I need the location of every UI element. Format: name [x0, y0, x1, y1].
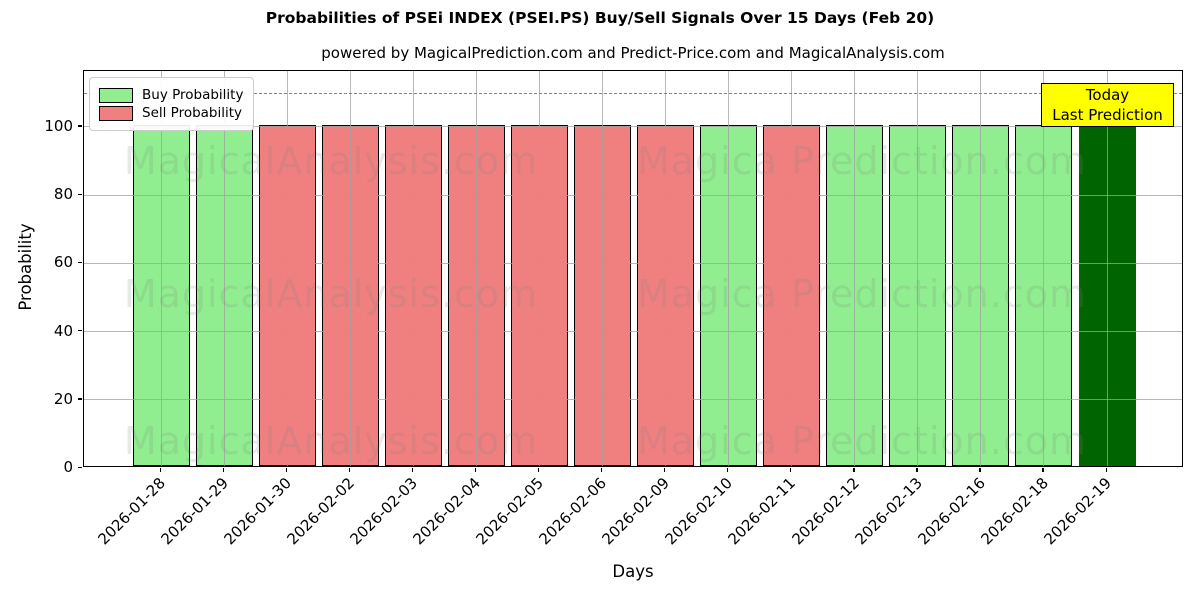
x-tick-label-text: 2026-01-28: [94, 474, 169, 549]
gridline-h: [84, 399, 1182, 401]
annotation-line1: Today: [1085, 86, 1130, 104]
legend-item-sell: Sell Probability: [99, 105, 243, 121]
gridline-v: [538, 71, 540, 466]
gridline-h: [84, 126, 1182, 128]
x-tick-mark: [790, 468, 792, 472]
gridline-v: [665, 71, 667, 466]
gridline-v: [1043, 71, 1045, 466]
y-tick-mark: [78, 193, 82, 195]
x-tick-label-text: 2026-02-09: [598, 474, 674, 549]
x-tick-mark: [727, 468, 729, 472]
x-tick-mark: [1105, 468, 1107, 472]
watermark-text: Magica Prediction.com: [636, 419, 1088, 463]
y-tick-mark: [78, 330, 82, 332]
x-tick-label-text: 2026-01-29: [157, 474, 232, 549]
x-tick-mark: [411, 468, 414, 472]
watermark-text: MagicalAnalysis.com: [123, 139, 539, 183]
y-tick-mark: [78, 466, 82, 468]
y-tick-label: 20: [53, 389, 73, 408]
x-tick-label-text: 2026-02-06: [535, 474, 611, 549]
legend-buy-label: Buy Probability: [142, 87, 244, 103]
gridline-v: [475, 71, 477, 466]
x-tick-mark: [979, 468, 981, 472]
gridline-v: [286, 71, 288, 466]
sell-color-swatch: [99, 105, 133, 121]
x-tick-mark: [853, 468, 855, 472]
gridline-v: [791, 71, 793, 466]
legend-sell-label: Sell Probability: [142, 105, 243, 121]
threshold-dashed-line: [84, 92, 1182, 94]
x-tick-label-text: 2026-02-11: [725, 474, 800, 549]
y-tick-label: 40: [53, 321, 73, 340]
x-tick-mark: [285, 468, 287, 472]
y-tick-label: 0: [63, 458, 73, 476]
y-tick-mark: [78, 125, 82, 127]
y-tick-label: 100: [44, 116, 73, 135]
gridline-v: [601, 71, 603, 466]
x-axis-label: Days: [612, 562, 654, 581]
gridline-v: [412, 71, 414, 466]
x-tick-label-text: 2026-02-12: [788, 474, 863, 549]
plot-area: MagicalAnalysis.com Magica Prediction.com…: [83, 70, 1183, 467]
x-tick-label-text: 2026-02-04: [409, 474, 485, 549]
watermark-text: MagicalAnalysis.com: [123, 272, 539, 316]
x-tick-mark: [159, 468, 161, 472]
gridline-v: [349, 71, 351, 466]
y-tick-mark: [78, 398, 82, 400]
x-tick-label-text: 2026-02-18: [977, 474, 1052, 549]
y-tick-label: 80: [53, 185, 73, 204]
x-tick-label-text: 2026-02-05: [472, 474, 548, 549]
watermark-text: MagicalAnalysis.com: [123, 419, 539, 463]
x-tick-mark: [222, 468, 224, 472]
today-annotation-box: Today Last Prediction: [1041, 83, 1174, 127]
annotation-line2: Last Prediction: [1052, 106, 1163, 124]
watermark-text: Magica Prediction.com: [636, 139, 1088, 183]
legend-item-buy: Buy Probability: [99, 87, 243, 103]
x-tick-mark: [664, 468, 666, 472]
gridline-v: [980, 71, 982, 466]
x-tick-mark: [537, 468, 540, 472]
y-tick-label: 60: [53, 253, 73, 272]
gridline-v: [854, 71, 856, 466]
y-tick-mark: [78, 261, 82, 264]
x-tick-mark: [348, 468, 350, 472]
x-tick-mark: [916, 468, 918, 472]
watermark-text: Magica Prediction.com: [636, 272, 1088, 316]
x-tick-label-text: 2026-02-02: [283, 474, 358, 549]
x-tick-mark: [1042, 468, 1044, 472]
legend: Buy Probability Sell Probability: [89, 77, 255, 131]
chart-subtitle: powered by MagicalPrediction.com and Pre…: [321, 44, 945, 62]
x-tick-label-text: 2026-02-03: [346, 474, 421, 549]
x-tick-label-text: 2026-02-19: [1040, 474, 1115, 549]
gridline-v: [728, 71, 730, 466]
x-tick-label-text: 2026-01-30: [220, 474, 295, 549]
chart-title: Probabilities of PSEi INDEX (PSEI.PS) Bu…: [265, 9, 935, 27]
x-tick-mark: [600, 468, 603, 472]
gridline-h: [84, 262, 1182, 264]
x-tick-mark: [474, 468, 477, 472]
gridline-h: [84, 194, 1182, 196]
gridline-v: [160, 71, 162, 466]
buy-color-swatch: [99, 87, 133, 103]
gridline-v: [917, 71, 919, 466]
gridline-v: [1106, 71, 1108, 466]
x-tick-label-text: 2026-02-16: [914, 474, 989, 549]
gridline-h: [84, 331, 1182, 333]
gridline-v: [223, 71, 225, 466]
